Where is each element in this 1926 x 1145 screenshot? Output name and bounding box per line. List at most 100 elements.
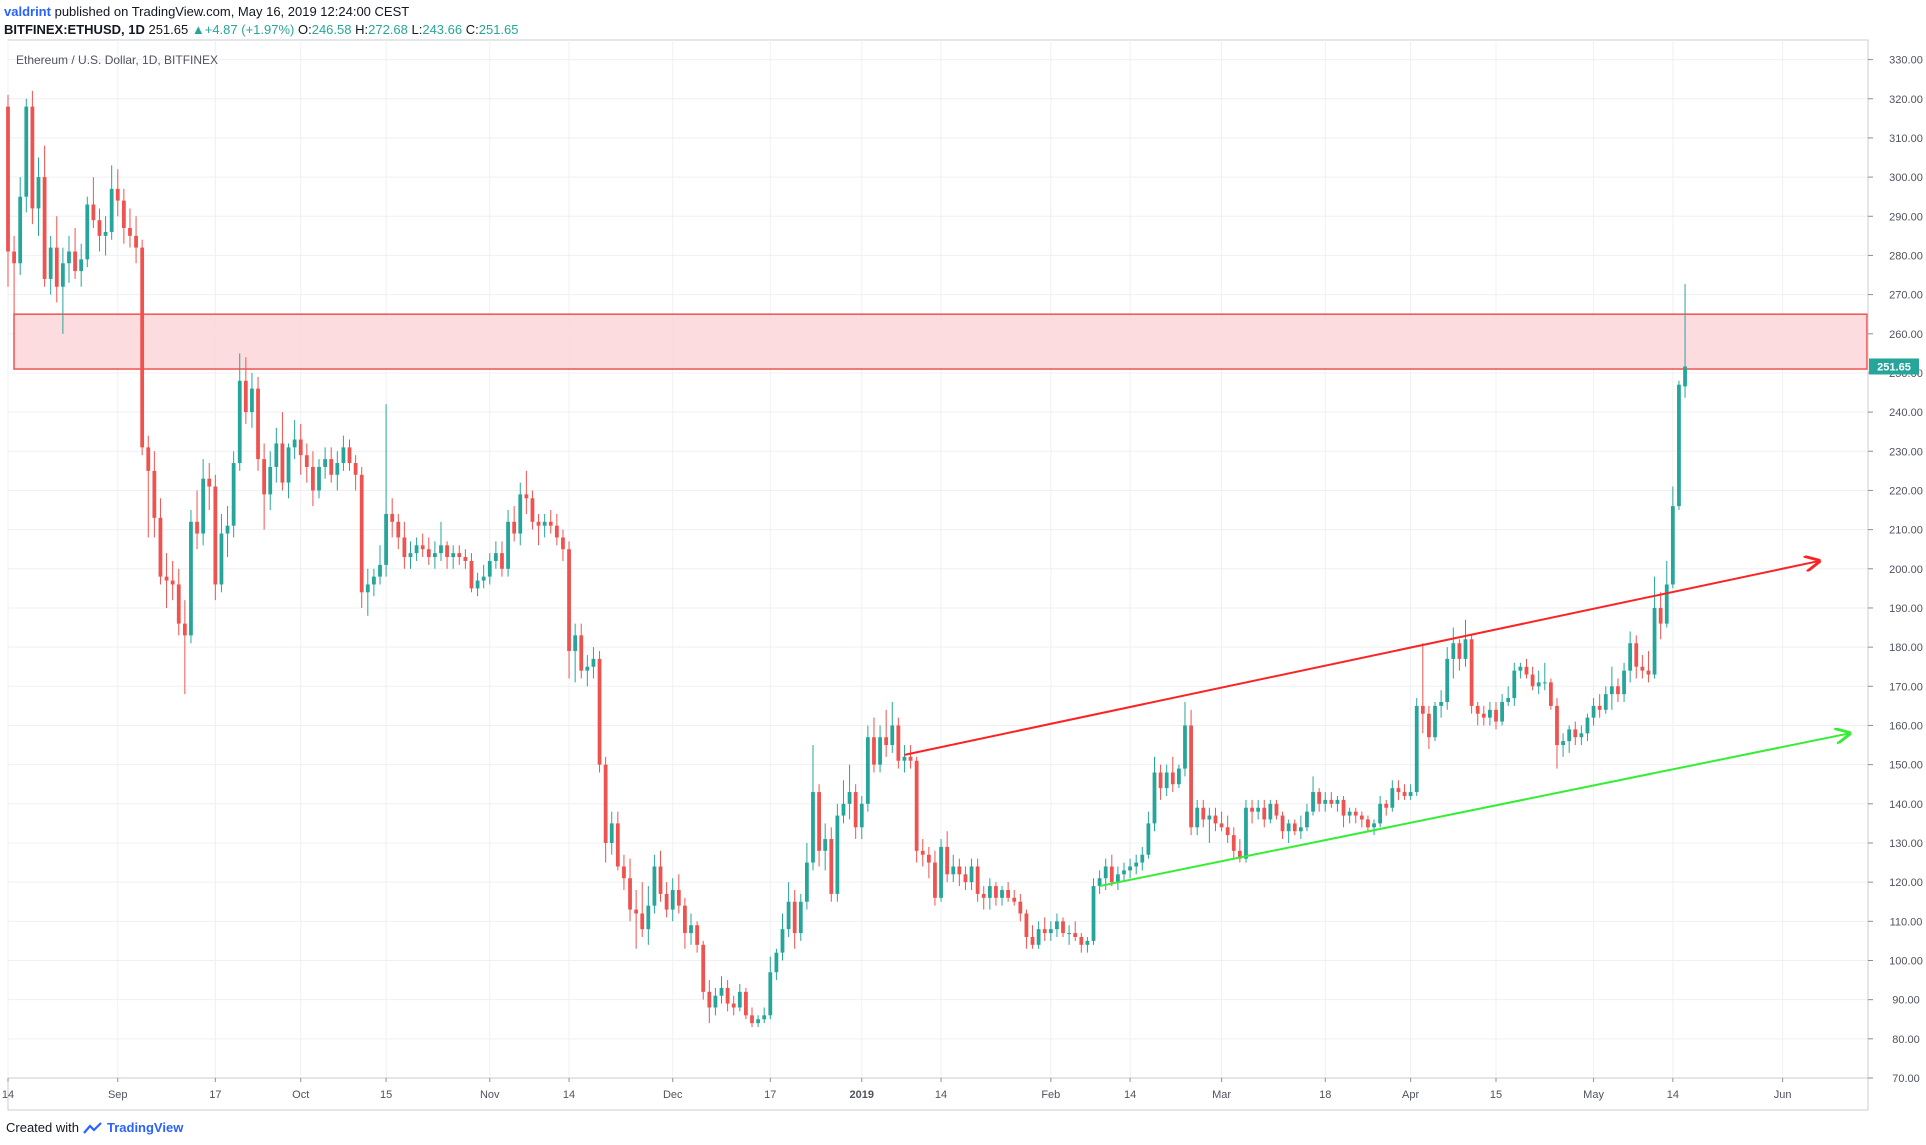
candle-body bbox=[975, 866, 980, 894]
candle bbox=[1286, 819, 1291, 843]
candle bbox=[646, 886, 651, 945]
candle bbox=[640, 882, 645, 937]
candle-body bbox=[390, 513, 395, 522]
candle-body bbox=[1640, 666, 1645, 671]
candle bbox=[1585, 713, 1590, 742]
candle bbox=[384, 404, 388, 577]
candle-body bbox=[585, 666, 590, 671]
candle-body bbox=[1085, 940, 1090, 945]
candle bbox=[1591, 698, 1596, 726]
candle-body bbox=[1103, 866, 1108, 879]
candle bbox=[36, 157, 41, 236]
candle-body bbox=[48, 247, 53, 279]
candle-body bbox=[256, 388, 260, 460]
candle-body bbox=[1597, 705, 1602, 710]
candle-body bbox=[1506, 698, 1511, 702]
candle bbox=[725, 980, 730, 1012]
candle bbox=[280, 412, 285, 491]
candle bbox=[1256, 799, 1261, 820]
created-with-label: Created with bbox=[6, 1120, 79, 1135]
candle-body bbox=[646, 905, 651, 930]
candle bbox=[219, 513, 224, 593]
candle bbox=[1219, 811, 1224, 832]
candle bbox=[451, 545, 456, 569]
candle bbox=[1225, 815, 1230, 843]
candle-body bbox=[1414, 705, 1419, 793]
candle-body bbox=[1311, 792, 1315, 812]
candle bbox=[317, 459, 321, 499]
candle bbox=[97, 208, 102, 252]
candle-body bbox=[780, 929, 785, 953]
candle bbox=[987, 878, 992, 910]
candle bbox=[1109, 854, 1114, 887]
candle bbox=[1488, 701, 1492, 726]
candle bbox=[1317, 788, 1322, 812]
price-axis[interactable]: 70.00 80.00 90.00 100.00 110.00 120.00 130.00 1… bbox=[1867, 40, 1923, 1110]
candle bbox=[597, 651, 602, 773]
candle-body bbox=[603, 764, 608, 843]
author-link[interactable]: valdrint bbox=[4, 4, 51, 19]
candle-body bbox=[896, 725, 901, 761]
close-value: 251.65 bbox=[478, 22, 519, 37]
candle-body bbox=[1567, 729, 1572, 742]
candle bbox=[744, 987, 748, 1020]
candle bbox=[1561, 733, 1565, 757]
resistance-trendline[interactable] bbox=[904, 561, 1819, 756]
candle-body bbox=[317, 466, 321, 491]
candle bbox=[1055, 913, 1059, 937]
candle-body bbox=[243, 380, 248, 413]
time-axis[interactable]: 14 Sep 17 Oct 15 Nov 14 Dec 17 2019 14 Feb 14 Mar 18 Ap… bbox=[2, 1077, 1868, 1101]
candle bbox=[774, 948, 779, 981]
y-tick-label: 300.00 bbox=[1889, 172, 1923, 184]
x-tick-label: 15 bbox=[1490, 1089, 1502, 1101]
candle bbox=[914, 756, 919, 863]
candle bbox=[121, 188, 126, 244]
candle bbox=[908, 745, 913, 769]
candle-body bbox=[1134, 862, 1139, 867]
candle bbox=[823, 823, 828, 871]
candle bbox=[561, 529, 565, 561]
candle-body bbox=[103, 231, 108, 236]
candle bbox=[786, 882, 791, 937]
candle-body bbox=[1518, 666, 1523, 671]
candle-body bbox=[1006, 889, 1011, 898]
candle-body bbox=[36, 177, 41, 209]
candle-body bbox=[1402, 792, 1407, 796]
candle-body bbox=[1500, 701, 1504, 722]
candle-body bbox=[372, 576, 376, 585]
candle bbox=[622, 854, 626, 890]
candle-body bbox=[1335, 799, 1340, 804]
candle bbox=[548, 510, 553, 534]
candle-body bbox=[341, 447, 346, 464]
candle-body bbox=[402, 537, 407, 558]
candle bbox=[1366, 815, 1370, 832]
candle-body bbox=[195, 521, 199, 534]
candle bbox=[463, 549, 468, 569]
candle bbox=[1567, 725, 1572, 753]
tradingview-brand[interactable]: TradingView bbox=[106, 1120, 184, 1135]
x-tick-label: Nov bbox=[480, 1089, 500, 1101]
candle-body bbox=[756, 1019, 760, 1024]
candle bbox=[176, 568, 181, 636]
candle bbox=[1036, 921, 1041, 949]
candle bbox=[542, 513, 547, 538]
candle bbox=[54, 216, 59, 303]
support-trendline[interactable] bbox=[1099, 733, 1850, 888]
candle-body bbox=[865, 737, 870, 804]
candle-body bbox=[378, 564, 382, 577]
candle bbox=[1091, 878, 1096, 945]
candle bbox=[628, 858, 632, 922]
candle-body bbox=[920, 850, 925, 855]
candle bbox=[1622, 662, 1626, 702]
candle bbox=[701, 940, 706, 1000]
candle-body bbox=[67, 251, 71, 264]
candle-body bbox=[847, 792, 852, 804]
candle-body bbox=[859, 803, 864, 828]
candle-body bbox=[1286, 823, 1291, 832]
candle-body bbox=[1579, 733, 1584, 738]
candle-body bbox=[469, 560, 474, 589]
candle bbox=[1085, 936, 1090, 953]
candle-body bbox=[1548, 682, 1553, 706]
candle bbox=[1463, 619, 1468, 667]
